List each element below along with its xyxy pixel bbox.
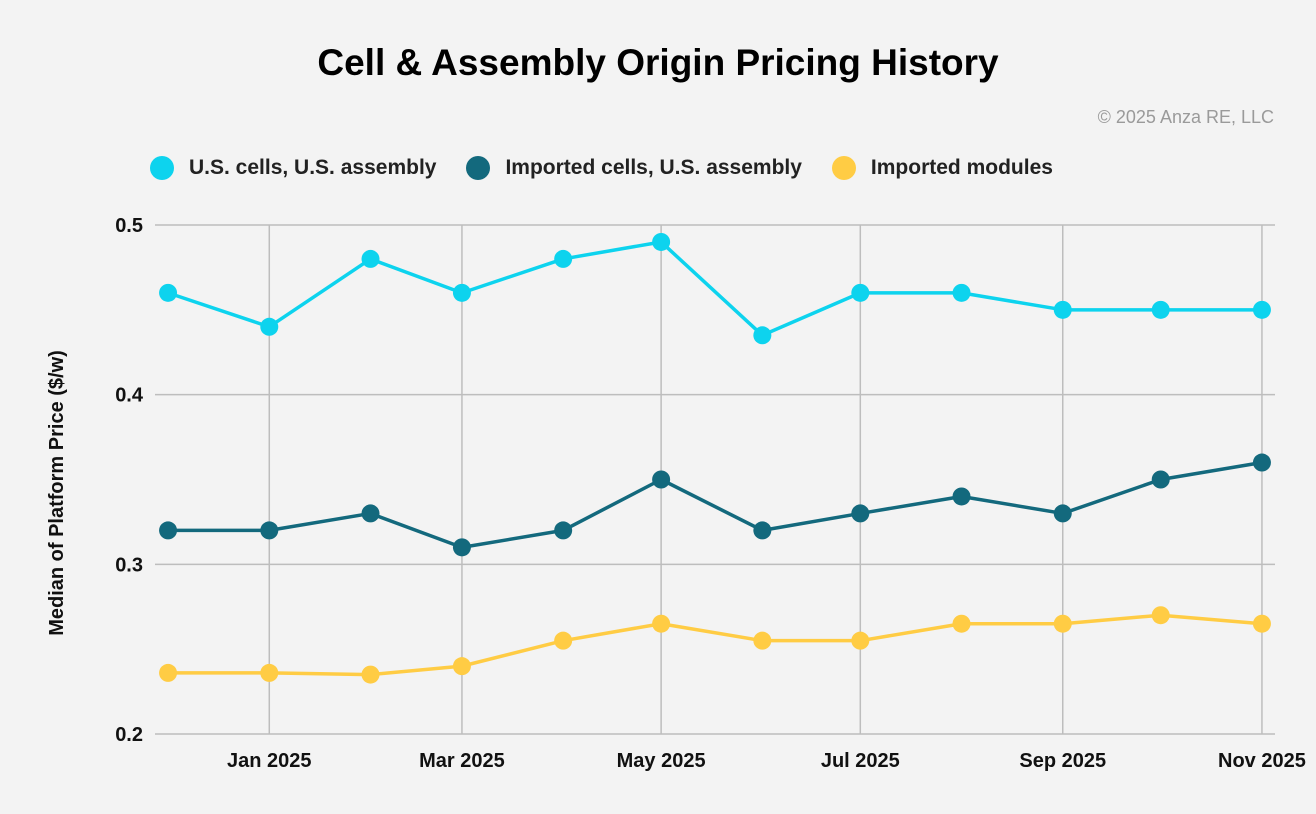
chart-title: Cell & Assembly Origin Pricing History bbox=[317, 42, 999, 83]
data-point-2-4 bbox=[554, 631, 573, 650]
series-line-1 bbox=[168, 460, 1263, 550]
data-point-1-6 bbox=[753, 521, 772, 540]
legend-item[interactable]: U.S. cells, U.S. assembly bbox=[150, 156, 436, 180]
y-tick-label: 0.2 bbox=[115, 724, 143, 746]
data-point-0-11 bbox=[1252, 300, 1271, 319]
data-point-2-2 bbox=[361, 665, 380, 684]
legend-item[interactable]: Imported modules bbox=[831, 156, 1053, 180]
data-point-0-9 bbox=[1053, 300, 1072, 319]
data-point-1-5 bbox=[652, 470, 671, 489]
data-point-1-10 bbox=[1151, 470, 1170, 489]
y-tick-label: 0.3 bbox=[115, 554, 143, 576]
data-point-1-0 bbox=[159, 521, 178, 540]
data-point-1-4 bbox=[554, 521, 573, 540]
data-point-2-11 bbox=[1252, 614, 1271, 633]
data-point-2-7 bbox=[851, 631, 870, 650]
data-point-2-9 bbox=[1053, 614, 1072, 633]
legend-label: Imported modules bbox=[870, 156, 1053, 179]
legend-item[interactable]: Imported cells, U.S. assembly bbox=[466, 156, 802, 180]
y-tick-label: 0.4 bbox=[115, 385, 144, 407]
legend-label: Imported cells, U.S. assembly bbox=[505, 156, 802, 179]
series-line-0 bbox=[167, 240, 1262, 338]
data-point-2-3 bbox=[452, 657, 471, 676]
x-tick-label: Mar 2025 bbox=[419, 750, 505, 772]
data-point-0-4 bbox=[554, 249, 573, 268]
data-point-0-0 bbox=[159, 283, 178, 302]
legend-label: U.S. cells, U.S. assembly bbox=[189, 156, 437, 179]
legend-marker bbox=[466, 156, 491, 180]
legend-marker bbox=[831, 156, 856, 180]
data-point-1-11 bbox=[1252, 453, 1271, 472]
x-tick-label: May 2025 bbox=[617, 750, 706, 772]
data-point-1-2 bbox=[361, 504, 380, 523]
y-axis-label: Median of Platform Price ($/w) bbox=[46, 350, 68, 636]
copyright-notice: © 2025 Anza RE, LLC bbox=[1097, 107, 1274, 127]
data-point-2-8 bbox=[952, 614, 971, 633]
data-point-0-5 bbox=[652, 232, 671, 251]
x-tick-label: Jan 2025 bbox=[227, 750, 312, 772]
data-point-1-9 bbox=[1053, 504, 1072, 523]
x-tick-label: Nov 2025 bbox=[1218, 750, 1306, 772]
y-tick-label: 0.5 bbox=[115, 215, 143, 237]
data-point-1-8 bbox=[952, 487, 971, 506]
data-point-0-7 bbox=[851, 283, 870, 302]
legend: U.S. cells, U.S. assembly Imported cells… bbox=[150, 156, 1083, 180]
x-tick-label: Sep 2025 bbox=[1019, 750, 1106, 772]
series-line-2 bbox=[168, 613, 1263, 677]
data-point-0-8 bbox=[952, 283, 971, 302]
data-point-2-1 bbox=[260, 663, 279, 682]
data-point-2-5 bbox=[652, 614, 671, 633]
data-point-1-1 bbox=[260, 521, 279, 540]
data-point-0-6 bbox=[753, 326, 772, 345]
data-point-1-7 bbox=[851, 504, 870, 523]
data-point-2-6 bbox=[753, 631, 772, 650]
data-point-0-3 bbox=[452, 283, 471, 302]
legend-marker bbox=[150, 156, 174, 180]
data-point-0-2 bbox=[361, 249, 380, 268]
data-point-0-10 bbox=[1151, 300, 1170, 319]
data-point-2-0 bbox=[159, 663, 178, 682]
data-point-1-3 bbox=[452, 538, 471, 557]
data-point-0-1 bbox=[260, 317, 279, 336]
x-tick-label: Jul 2025 bbox=[821, 750, 900, 772]
data-point-2-10 bbox=[1151, 606, 1170, 625]
